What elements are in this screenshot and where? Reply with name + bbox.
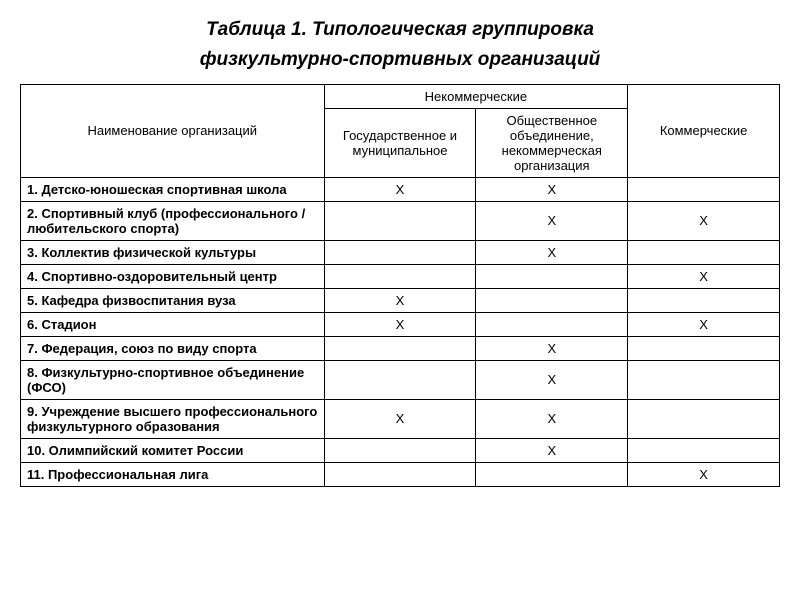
table-row: 4. Спортивно-оздоровительный центр X [21,264,780,288]
cell-c2: X [476,201,628,240]
row-name: 3. Коллектив физической культуры [21,240,325,264]
typology-table: Наименование организаций Некоммерческие … [20,84,780,487]
row-name: 1. Детско-юношеская спортивная школа [21,177,325,201]
cell-c3 [628,240,780,264]
table-row: 11. Профессиональная лига X [21,462,780,486]
cell-c2: X [476,438,628,462]
cell-c2: X [476,336,628,360]
cell-c1 [324,240,476,264]
table-body: 1. Детско-юношеская спортивная школаXX2.… [21,177,780,486]
cell-c1: X [324,177,476,201]
cell-c2 [476,312,628,336]
table-row: 2. Спортивный клуб (профессионального /л… [21,201,780,240]
cell-c3: X [628,312,780,336]
cell-c1 [324,336,476,360]
cell-c1: X [324,399,476,438]
col-header-noncommercial: Некоммерческие [324,84,628,108]
table-row: 9. Учреждение высшего профессионального … [21,399,780,438]
table-row: 5. Кафедра физвоспитания вузаX [21,288,780,312]
row-name: 2. Спортивный клуб (профессионального /л… [21,201,325,240]
row-name: 4. Спортивно-оздоровительный центр [21,264,325,288]
cell-c1 [324,201,476,240]
row-name: 10. Олимпийский комитет России [21,438,325,462]
cell-c2: X [476,399,628,438]
row-name: 9. Учреждение высшего профессионального … [21,399,325,438]
col-header-commercial: Коммерческие [628,84,780,177]
col-header-name: Наименование организаций [21,84,325,177]
cell-c1 [324,438,476,462]
table-row: 10. Олимпийский комитет России X [21,438,780,462]
cell-c1 [324,462,476,486]
table-row: 3. Коллектив физической культуры X [21,240,780,264]
table-row: 8. Физкультурно-спортивное объединение (… [21,360,780,399]
cell-c2 [476,462,628,486]
title-line-1: Таблица 1. Типологическая группировка [206,19,594,40]
cell-c3: X [628,264,780,288]
row-name: 5. Кафедра физвоспитания вуза [21,288,325,312]
cell-c2: X [476,240,628,264]
cell-c3: X [628,462,780,486]
row-name: 7. Федерация, союз по виду спорта [21,336,325,360]
cell-c2 [476,288,628,312]
cell-c3 [628,288,780,312]
cell-c3 [628,360,780,399]
row-name: 8. Физкультурно-спортивное объединение (… [21,360,325,399]
row-name: 11. Профессиональная лига [21,462,325,486]
cell-c2: X [476,360,628,399]
cell-c3 [628,336,780,360]
title-line-2: физкультурно-спортивных организаций [200,49,601,70]
cell-c3 [628,177,780,201]
table-row: 1. Детско-юношеская спортивная школаXX [21,177,780,201]
table-row: 6. СтадионXX [21,312,780,336]
table-title: Таблица 1. Типологическая группировка фи… [20,15,780,76]
cell-c1: X [324,288,476,312]
cell-c2 [476,264,628,288]
cell-c3 [628,399,780,438]
table-row: 7. Федерация, союз по виду спорта X [21,336,780,360]
col-header-public: Общественное объединение, некоммерческая… [476,108,628,177]
cell-c1 [324,264,476,288]
row-name: 6. Стадион [21,312,325,336]
cell-c2: X [476,177,628,201]
cell-c1: X [324,312,476,336]
cell-c3 [628,438,780,462]
cell-c1 [324,360,476,399]
cell-c3: X [628,201,780,240]
col-header-state: Государственное и муниципальное [324,108,476,177]
